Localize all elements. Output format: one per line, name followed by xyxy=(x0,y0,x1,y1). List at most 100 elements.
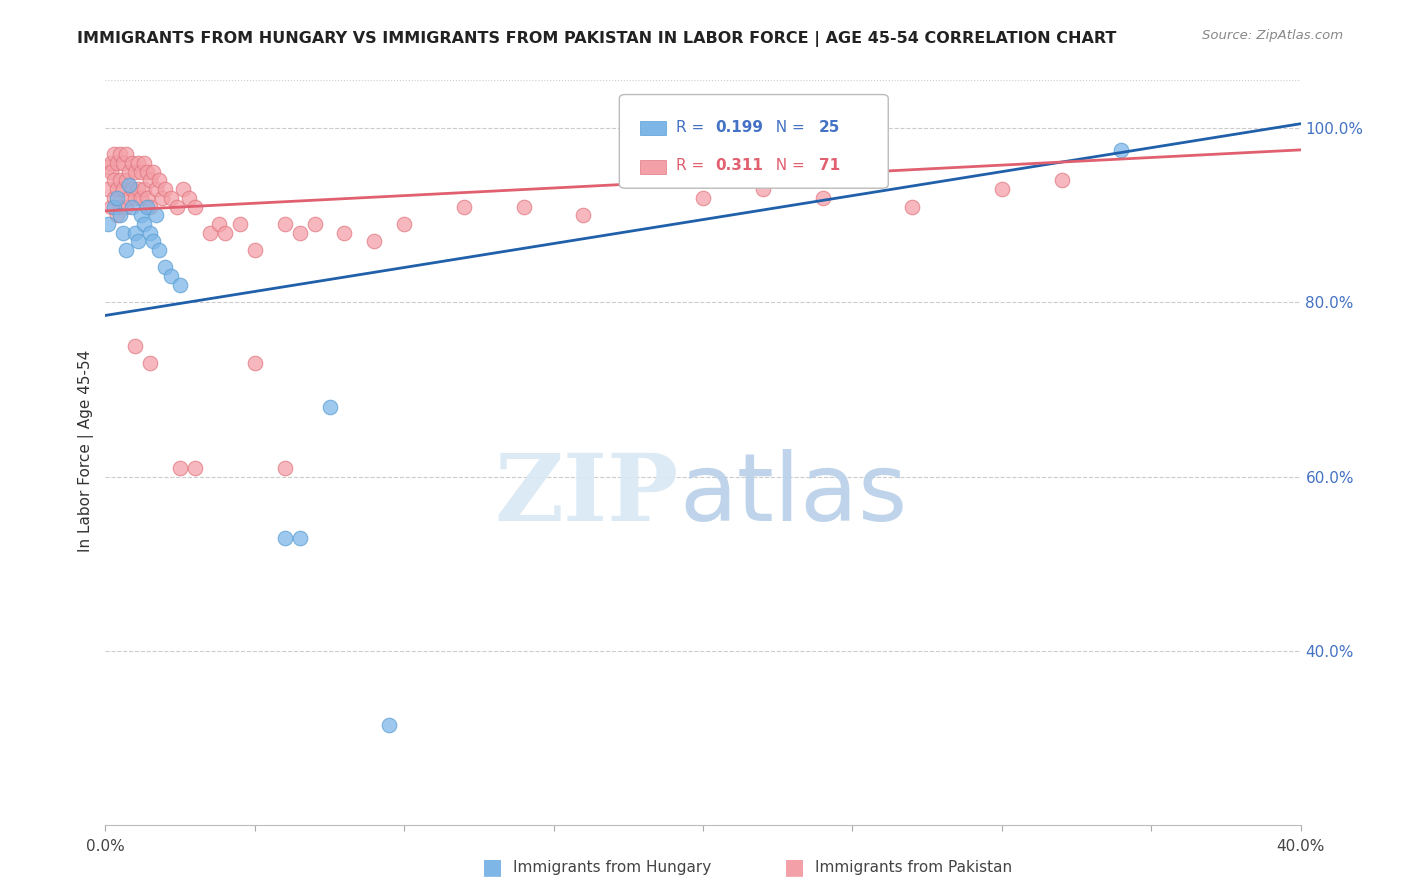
Point xyxy=(118,178,141,192)
Point xyxy=(112,226,135,240)
Text: N =: N = xyxy=(766,120,810,135)
Point xyxy=(198,226,221,240)
Point xyxy=(121,156,143,170)
Point xyxy=(103,200,125,214)
Point xyxy=(208,217,231,231)
Point xyxy=(112,182,135,196)
Text: 71: 71 xyxy=(818,158,839,173)
Point xyxy=(107,182,129,196)
Point xyxy=(273,531,295,545)
Point xyxy=(139,173,162,187)
Point xyxy=(243,356,266,370)
Point xyxy=(127,156,149,170)
Point xyxy=(169,277,191,292)
Text: Immigrants from Hungary: Immigrants from Hungary xyxy=(513,860,711,874)
Text: R =: R = xyxy=(675,158,709,173)
Text: R =: R = xyxy=(675,120,709,135)
Point xyxy=(134,156,156,170)
Point xyxy=(129,164,153,178)
Point xyxy=(136,200,159,214)
Point xyxy=(124,164,146,178)
Point xyxy=(129,208,153,222)
Point xyxy=(990,182,1012,196)
Point xyxy=(134,217,156,231)
Point xyxy=(1111,143,1133,157)
Point xyxy=(394,217,416,231)
Point xyxy=(110,208,132,222)
Point xyxy=(572,208,595,222)
Point xyxy=(124,339,146,353)
Point xyxy=(124,191,146,205)
Text: 25: 25 xyxy=(818,120,841,135)
Point xyxy=(184,461,207,475)
Point xyxy=(129,191,153,205)
Point xyxy=(513,200,536,214)
Point xyxy=(148,243,170,257)
Point xyxy=(136,164,159,178)
Point xyxy=(145,208,167,222)
Point xyxy=(110,147,132,161)
Point xyxy=(304,217,326,231)
Point xyxy=(243,243,266,257)
Point xyxy=(453,200,475,214)
Point xyxy=(115,200,138,214)
Point xyxy=(155,260,177,275)
FancyBboxPatch shape xyxy=(619,95,889,188)
Point xyxy=(692,191,714,205)
Point xyxy=(127,182,149,196)
Point xyxy=(169,461,191,475)
Point xyxy=(100,156,122,170)
Point xyxy=(134,182,156,196)
Point xyxy=(811,191,834,205)
Text: ■: ■ xyxy=(482,857,502,877)
Point xyxy=(110,200,132,214)
Point xyxy=(142,235,165,249)
Point xyxy=(172,182,194,196)
Point xyxy=(214,226,236,240)
Point xyxy=(166,200,188,214)
Point xyxy=(103,173,125,187)
Point xyxy=(139,200,162,214)
Point xyxy=(118,164,141,178)
Text: ZIP: ZIP xyxy=(495,450,679,541)
Point xyxy=(145,182,167,196)
Text: Immigrants from Pakistan: Immigrants from Pakistan xyxy=(815,860,1012,874)
Point xyxy=(139,226,162,240)
Point xyxy=(110,173,132,187)
Point xyxy=(115,147,138,161)
FancyBboxPatch shape xyxy=(640,121,666,136)
Point xyxy=(136,191,159,205)
Text: 0.311: 0.311 xyxy=(716,158,763,173)
Text: N =: N = xyxy=(766,158,810,173)
Point xyxy=(363,235,385,249)
Text: 0.199: 0.199 xyxy=(716,120,763,135)
Point xyxy=(107,191,129,205)
Point xyxy=(288,531,311,545)
Point xyxy=(100,200,122,214)
Point xyxy=(184,200,207,214)
Point xyxy=(121,182,143,196)
Text: atlas: atlas xyxy=(679,450,907,541)
Point xyxy=(121,200,143,214)
Point xyxy=(103,147,125,161)
Point xyxy=(273,461,295,475)
Point xyxy=(127,235,149,249)
Point xyxy=(112,156,135,170)
Point xyxy=(142,164,165,178)
Point xyxy=(115,173,138,187)
Point xyxy=(160,269,183,284)
Point xyxy=(177,191,201,205)
Point xyxy=(318,400,340,414)
Point xyxy=(229,217,252,231)
Point xyxy=(155,182,177,196)
Point xyxy=(273,217,295,231)
Point xyxy=(100,164,122,178)
Text: ■: ■ xyxy=(785,857,804,877)
Text: IMMIGRANTS FROM HUNGARY VS IMMIGRANTS FROM PAKISTAN IN LABOR FORCE | AGE 45-54 C: IMMIGRANTS FROM HUNGARY VS IMMIGRANTS FR… xyxy=(77,31,1116,47)
Point xyxy=(118,191,141,205)
Point xyxy=(107,156,129,170)
Point xyxy=(139,356,162,370)
Point xyxy=(160,191,183,205)
Text: Source: ZipAtlas.com: Source: ZipAtlas.com xyxy=(1202,29,1343,42)
Point xyxy=(333,226,356,240)
